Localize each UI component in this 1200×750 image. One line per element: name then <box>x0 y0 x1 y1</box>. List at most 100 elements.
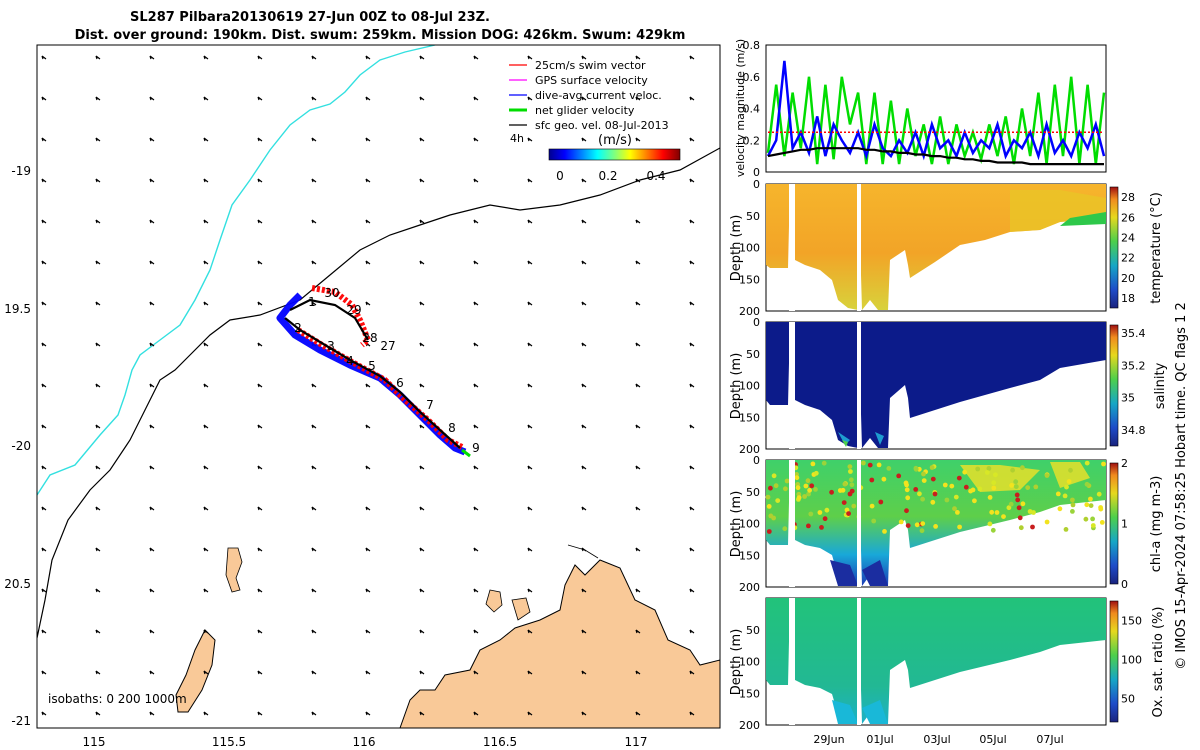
current-arrow <box>257 588 263 593</box>
current-arrow <box>149 588 155 593</box>
chla-dot <box>972 498 977 504</box>
current-arrow <box>311 301 317 306</box>
date-tick: 03Jul <box>923 733 950 746</box>
current-arrow <box>689 465 695 470</box>
current-arrow <box>581 137 587 142</box>
chla-dot <box>771 515 776 521</box>
chla-dot <box>821 460 827 466</box>
svg-text:0.4: 0.4 <box>646 169 665 183</box>
oxygen-colorbar <box>1109 600 1119 723</box>
chla-dot <box>813 470 819 476</box>
current-arrow <box>689 424 695 429</box>
current-arrow <box>41 301 47 306</box>
chla-dot <box>1055 491 1061 497</box>
svg-text:115: 115 <box>83 735 106 749</box>
track-label: 9 <box>472 441 480 455</box>
current-arrow <box>473 137 479 142</box>
chla-dot <box>849 482 855 488</box>
current-arrow <box>257 55 263 60</box>
current-arrow <box>419 629 425 634</box>
current-arrow <box>149 342 155 347</box>
salinity-ylabel: Depth (m) <box>729 353 744 420</box>
current-arrow <box>149 711 155 716</box>
current-arrow <box>149 506 155 511</box>
current-arrow <box>473 96 479 101</box>
date-tick: 05Jul <box>979 733 1006 746</box>
current-vector-field <box>41 55 695 716</box>
track-label: 6 <box>396 376 404 390</box>
salinity-field <box>766 322 1106 448</box>
current-arrow <box>635 465 641 470</box>
chla-dot <box>1098 506 1104 512</box>
current-arrow <box>419 96 425 101</box>
current-arrow <box>95 588 101 593</box>
chla-dot <box>766 504 772 509</box>
current-arrow <box>365 260 371 265</box>
chla-dot <box>876 462 882 468</box>
map-frame <box>36 44 721 729</box>
chla-dot <box>1070 509 1075 514</box>
current-arrow <box>311 588 317 593</box>
colorbar-tick: 20 <box>1121 272 1135 285</box>
chla-dot <box>1014 492 1020 498</box>
velocity-series-line <box>767 147 1104 166</box>
current-arrow <box>149 629 155 634</box>
colorbar-tick: 1 <box>1121 518 1128 531</box>
current-arrow <box>95 137 101 142</box>
current-arrow <box>149 670 155 675</box>
colorbar-tick: 26 <box>1121 211 1135 224</box>
current-arrow <box>581 670 587 675</box>
svg-text:117: 117 <box>625 735 648 749</box>
chla-dot <box>930 499 936 505</box>
track-label: 7 <box>426 398 434 412</box>
current-arrow <box>419 137 425 142</box>
colorbar-tick: 150 <box>1121 615 1142 628</box>
current-arrow <box>203 219 209 224</box>
svg-text:0: 0 <box>556 169 564 183</box>
svg-text:115.5: 115.5 <box>212 735 246 749</box>
chla-dot <box>795 485 801 491</box>
current-arrow <box>527 465 533 470</box>
velocity-ylabel: velocity magnitude (m/s) <box>734 39 747 177</box>
current-arrow <box>95 711 101 716</box>
current-arrow <box>689 301 695 306</box>
current-arrow <box>257 465 263 470</box>
current-arrow <box>527 424 533 429</box>
current-arrow <box>527 547 533 552</box>
oxygen-x-ticks: 29Jun 01Jul 03Jul 05Jul 07Jul <box>813 733 1063 746</box>
chla-label: chl-a (mg m-3) <box>1149 476 1164 573</box>
colorbar-tick: 50 <box>1121 693 1135 706</box>
oxygen-field <box>766 598 1106 724</box>
chla-dot <box>1062 493 1068 499</box>
velocity-y-ticks: 0 0.2 0.4 0.6 0.8 <box>743 39 761 179</box>
chla-dot <box>1001 514 1006 519</box>
chla-dot <box>861 460 866 466</box>
current-arrow <box>689 137 695 142</box>
chla-dot <box>930 476 936 482</box>
depth-tick: 100 <box>739 518 760 531</box>
current-arrow <box>311 629 317 634</box>
current-arrow <box>149 137 155 142</box>
track-label: 27 <box>380 339 395 353</box>
chla-dot <box>953 494 959 500</box>
chla-dot <box>848 469 853 474</box>
chla-dot <box>1044 473 1050 478</box>
land-mass <box>399 559 720 728</box>
chla-dot <box>766 529 772 534</box>
current-arrow <box>635 424 641 429</box>
current-arrow <box>41 465 47 470</box>
current-arrow <box>311 383 317 388</box>
current-arrow <box>257 260 263 265</box>
current-arrow <box>473 260 479 265</box>
chla-dot <box>1033 484 1039 490</box>
title-line-1: SL287 Pilbara20130619 27-Jun 00Z to 08-J… <box>130 10 490 25</box>
current-arrow <box>257 383 263 388</box>
current-arrow <box>473 178 479 183</box>
chla-dot <box>1070 497 1075 503</box>
depth-tick: 50 <box>746 486 760 499</box>
chla-dot <box>914 522 920 528</box>
colorbar-tick: 100 <box>1121 654 1142 667</box>
depth-tick: 150 <box>739 411 760 424</box>
current-arrow <box>311 96 317 101</box>
current-arrow <box>311 219 317 224</box>
